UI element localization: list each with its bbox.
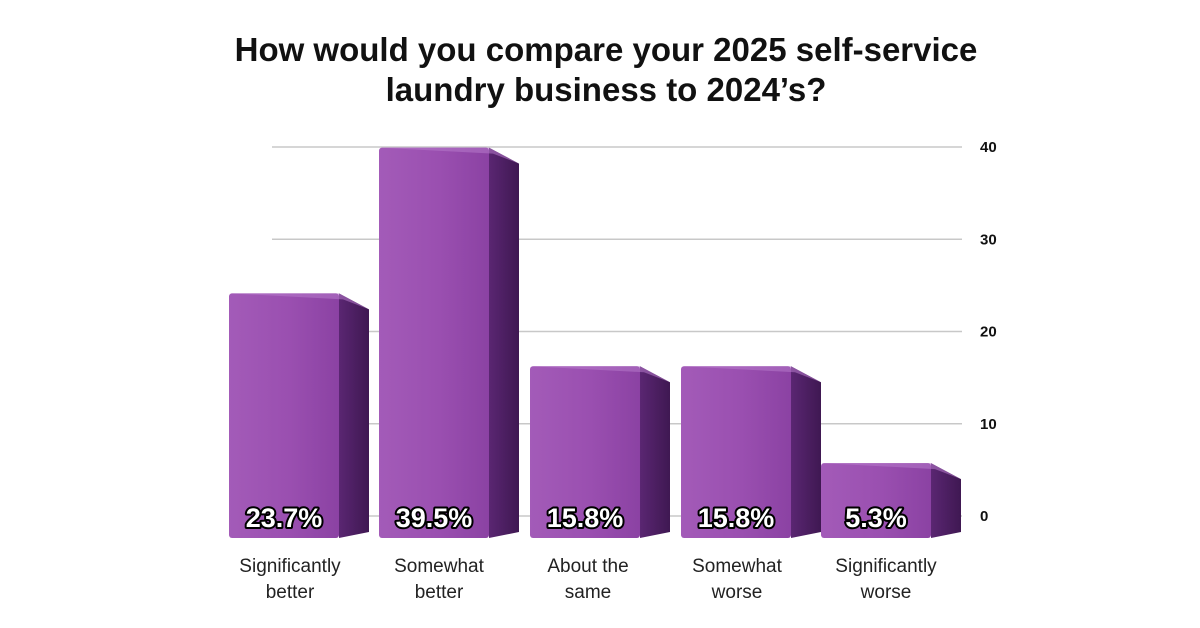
- y-tick-label-40: 40: [980, 139, 997, 156]
- bar-front-face: [681, 366, 791, 538]
- bar-top-cap: [821, 463, 961, 480]
- category-label-line: About the: [547, 556, 628, 577]
- bar-side-face: [931, 463, 961, 538]
- bar-3: [530, 366, 670, 538]
- category-label-5: Significantly worse: [835, 556, 937, 603]
- bar-top-cap: [681, 366, 821, 383]
- category-label-1: Significantly better: [239, 556, 341, 603]
- category-label-line: Somewhat: [394, 556, 484, 577]
- bar-front-face: [530, 366, 640, 538]
- category-label-line: worse: [711, 582, 763, 603]
- bar-front-face: [379, 147, 489, 539]
- category-label-2: Somewhat better: [394, 556, 484, 603]
- category-label-4: Somewhat worse: [692, 556, 782, 603]
- bar-top-cap: [229, 293, 369, 310]
- y-tick-label-0: 0: [980, 508, 988, 525]
- bars: [229, 147, 961, 539]
- bar-2: [379, 147, 519, 539]
- chart-title-line-2: laundry business to 2024’s?: [386, 71, 827, 108]
- chart-title: How would you compare your 2025 self-ser…: [235, 31, 978, 108]
- y-tick-label-30: 30: [980, 231, 997, 248]
- category-label-line: same: [565, 582, 611, 603]
- category-label-line: Significantly: [835, 556, 937, 577]
- category-label-line: better: [415, 582, 464, 603]
- category-label-line: Significantly: [239, 556, 341, 577]
- bar-1: [229, 293, 369, 538]
- bar-front-face: [821, 463, 931, 538]
- category-label-line: worse: [860, 582, 912, 603]
- bar-front-face: [229, 293, 339, 538]
- value-labels: 23.7% 39.5% 15.8% 15.8% 5.3%: [244, 501, 909, 535]
- value-label-1: 23.7%: [246, 503, 323, 533]
- bar-side-face: [640, 366, 670, 538]
- bar-top-cap: [379, 147, 519, 164]
- category-labels: Significantly better Somewhat better About t…: [239, 556, 937, 603]
- bar-side-face: [489, 147, 519, 539]
- bar-side-face: [791, 366, 821, 538]
- value-label-3: 15.8%: [547, 503, 624, 533]
- category-label-3: About the same: [547, 556, 628, 603]
- category-label-line: Somewhat: [692, 556, 782, 577]
- value-label-5: 5.3%: [845, 503, 907, 533]
- chart-title-line-1: How would you compare your 2025 self-ser…: [235, 31, 978, 68]
- bar-top-cap: [530, 366, 670, 383]
- value-label-2: 39.5%: [396, 503, 473, 533]
- bar-4: [681, 366, 821, 538]
- category-label-line: better: [266, 582, 315, 603]
- y-axis-ticks: 0 10 20 30 40: [980, 139, 997, 525]
- bar-5: [821, 463, 961, 538]
- value-label-4: 15.8%: [698, 503, 775, 533]
- bar-side-face: [339, 293, 369, 538]
- y-tick-label-10: 10: [980, 416, 997, 433]
- y-tick-label-20: 20: [980, 324, 997, 341]
